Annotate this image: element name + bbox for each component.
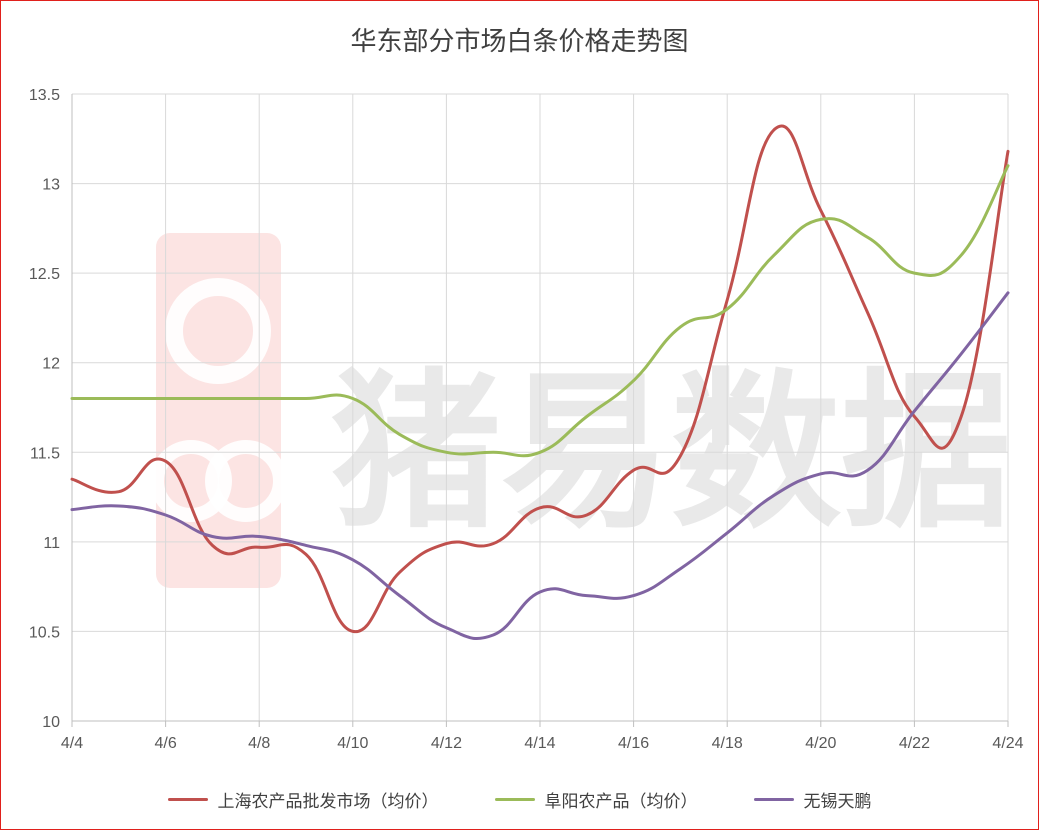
x-tick-label: 4/22 (899, 735, 930, 752)
x-tick-label: 4/18 (712, 735, 743, 752)
legend-item: 上海农产品批发市场（均价） (167, 787, 439, 812)
watermark-logo-ring (205, 440, 287, 522)
x-tick-label: 4/20 (805, 735, 836, 752)
series-line (70, 124, 1010, 633)
chart-title: 华东部分市场白条价格走势图 (350, 27, 689, 57)
legend-swatch (494, 798, 535, 801)
y-tick-label: 13 (42, 177, 60, 194)
series-line (70, 164, 1010, 458)
watermark-text: 猪易数据 (331, 354, 1011, 552)
legend-label: 阜阳农产品（均价） (544, 792, 698, 812)
x-tick-label: 4/10 (337, 735, 368, 752)
series-line (70, 291, 1010, 640)
legend-swatch (167, 798, 208, 801)
y-tick-label: 13.5 (29, 87, 60, 104)
x-axis-ticks: 4/4 4/6 4/8 4/10 4/12 4/14 4/16 4/18 4/20 4/22 4/2… (61, 735, 1024, 752)
watermark-logo-ring (150, 440, 232, 522)
watermark: 猪易数据 (150, 233, 1011, 588)
axes (71, 94, 1009, 727)
x-tick-label: 4/8 (248, 735, 270, 752)
y-tick-label: 10 (42, 714, 60, 731)
x-tick-label: 4/6 (154, 735, 176, 752)
y-axis-ticks: 10 10.5 11 11.5 12 12.5 13 13.5 (29, 87, 60, 731)
y-tick-label: 12 (42, 356, 60, 373)
legend-label: 上海农产品批发市场（均价） (217, 792, 439, 812)
legend-label: 无锡天鹏 (803, 792, 872, 812)
watermark-logo-ring (165, 278, 271, 384)
x-tick-label: 4/12 (431, 735, 462, 752)
x-tick-label: 4/24 (992, 735, 1023, 752)
x-tick-label: 4/4 (61, 735, 83, 752)
y-tick-label: 11 (43, 535, 60, 552)
legend: 上海农产品批发市场（均价） 阜阳农产品（均价） 无锡天鹏 (1, 787, 1038, 812)
legend-swatch (753, 798, 794, 801)
legend-item: 阜阳农产品（均价） (494, 787, 698, 812)
x-tick-label: 4/16 (618, 735, 649, 752)
series-lines (70, 124, 1010, 640)
x-tick-label: 4/14 (524, 735, 555, 752)
legend-item: 无锡天鹏 (753, 787, 872, 812)
y-tick-label: 12.5 (29, 266, 60, 283)
y-tick-label: 10.5 (29, 624, 60, 641)
y-tick-label: 11.5 (30, 445, 60, 462)
